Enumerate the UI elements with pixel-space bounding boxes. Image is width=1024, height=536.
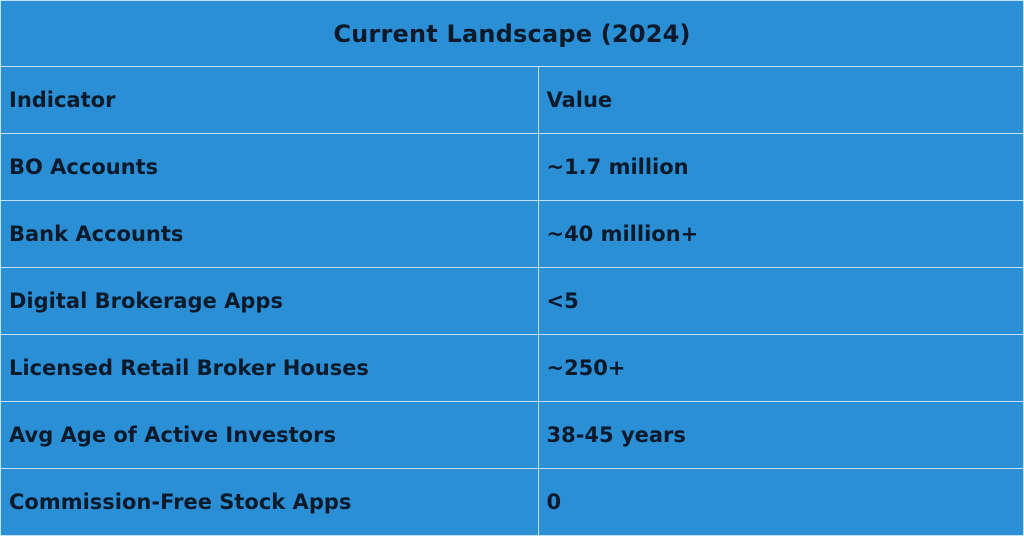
value-cell: <5 (546, 289, 579, 313)
table-title: Current Landscape (2024) (1, 1, 1024, 67)
indicator-cell: Bank Accounts (1, 201, 540, 267)
value-cell: 38-45 years (546, 423, 686, 447)
value-cell: ~250+ (546, 356, 626, 380)
table-row: Licensed Retail Broker Houses ~250+ (1, 335, 1024, 402)
indicator-cell: Digital Brokerage Apps (1, 268, 540, 334)
value-cell: ~1.7 million (546, 155, 689, 179)
indicator-cell: Licensed Retail Broker Houses (1, 335, 540, 401)
indicator-cell: BO Accounts (1, 134, 540, 200)
indicator-cell: Avg Age of Active Investors (1, 402, 540, 468)
table-row: BO Accounts ~1.7 million (1, 134, 1024, 201)
table-row: Bank Accounts ~40 million+ (1, 201, 1024, 268)
value-cell: ~40 million+ (546, 222, 699, 246)
header-value: Value (546, 88, 613, 112)
value-cell: 0 (546, 490, 562, 514)
table-row: Digital Brokerage Apps <5 (1, 268, 1024, 335)
indicator-cell: Commission-Free Stock Apps (1, 469, 540, 535)
header-indicator: Indicator (1, 67, 540, 133)
table-row: Avg Age of Active Investors 38-45 years (1, 402, 1024, 469)
table-header-row: Indicator Value (1, 67, 1024, 134)
table-row: Commission-Free Stock Apps 0 (1, 469, 1024, 536)
